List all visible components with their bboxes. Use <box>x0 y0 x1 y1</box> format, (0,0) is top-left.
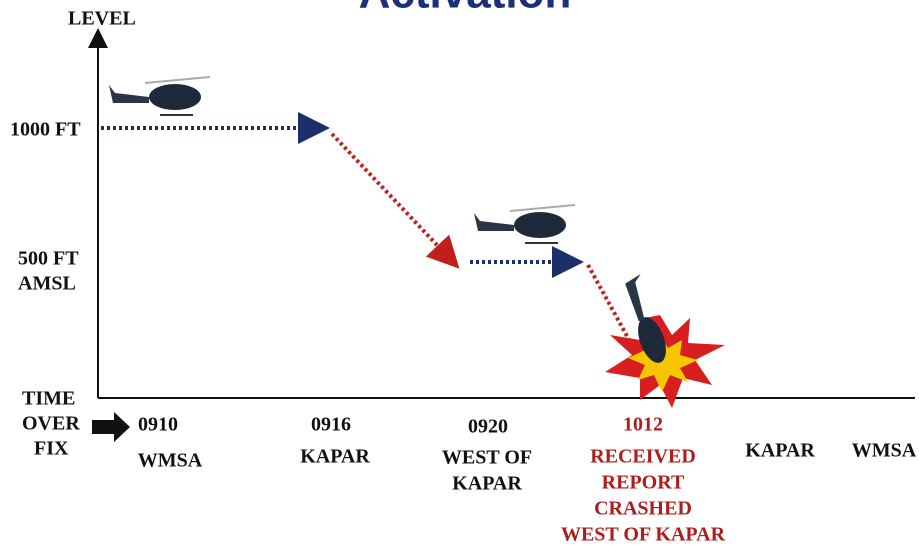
x-axis-label: TIME <box>22 388 75 410</box>
fix-place: WMSA <box>138 450 203 472</box>
fix-place: KAPAR <box>745 440 815 462</box>
fix-time: 0910 <box>138 414 178 436</box>
diagram: Activation LEVEL 1000 FT 500 FT AMSL TIM… <box>0 0 919 551</box>
fix-place: WEST OF <box>442 447 532 469</box>
fix-place: CRASHED <box>594 498 692 520</box>
title: Activation <box>359 0 572 18</box>
helicopter-icon <box>109 77 210 115</box>
fix-place: KAPAR <box>300 446 370 468</box>
x-axis-label: OVER <box>22 413 80 435</box>
arrow-icon <box>92 412 130 442</box>
level-label: 1000 FT <box>10 119 81 141</box>
fix-place: WEST OF KAPAR <box>561 524 726 546</box>
helicopter-icon <box>474 205 575 243</box>
fix-place: REPORT <box>602 472 685 494</box>
x-axis-label: FIX <box>34 438 69 460</box>
fix-time: 1012 <box>623 414 663 436</box>
flight-path <box>332 134 454 263</box>
fix-time: 0916 <box>311 414 351 436</box>
page: Activation LEVEL 1000 FT 500 FT AMSL TIM… <box>0 0 919 551</box>
y-axis-label: LEVEL <box>68 8 136 30</box>
fix-place: RECEIVED <box>590 446 696 468</box>
level-label: AMSL <box>18 273 76 295</box>
fix-place: WMSA <box>852 440 917 462</box>
level-label: 500 FT <box>18 248 79 270</box>
fix-place: KAPAR <box>452 473 522 495</box>
fix-time: 0920 <box>468 416 508 438</box>
